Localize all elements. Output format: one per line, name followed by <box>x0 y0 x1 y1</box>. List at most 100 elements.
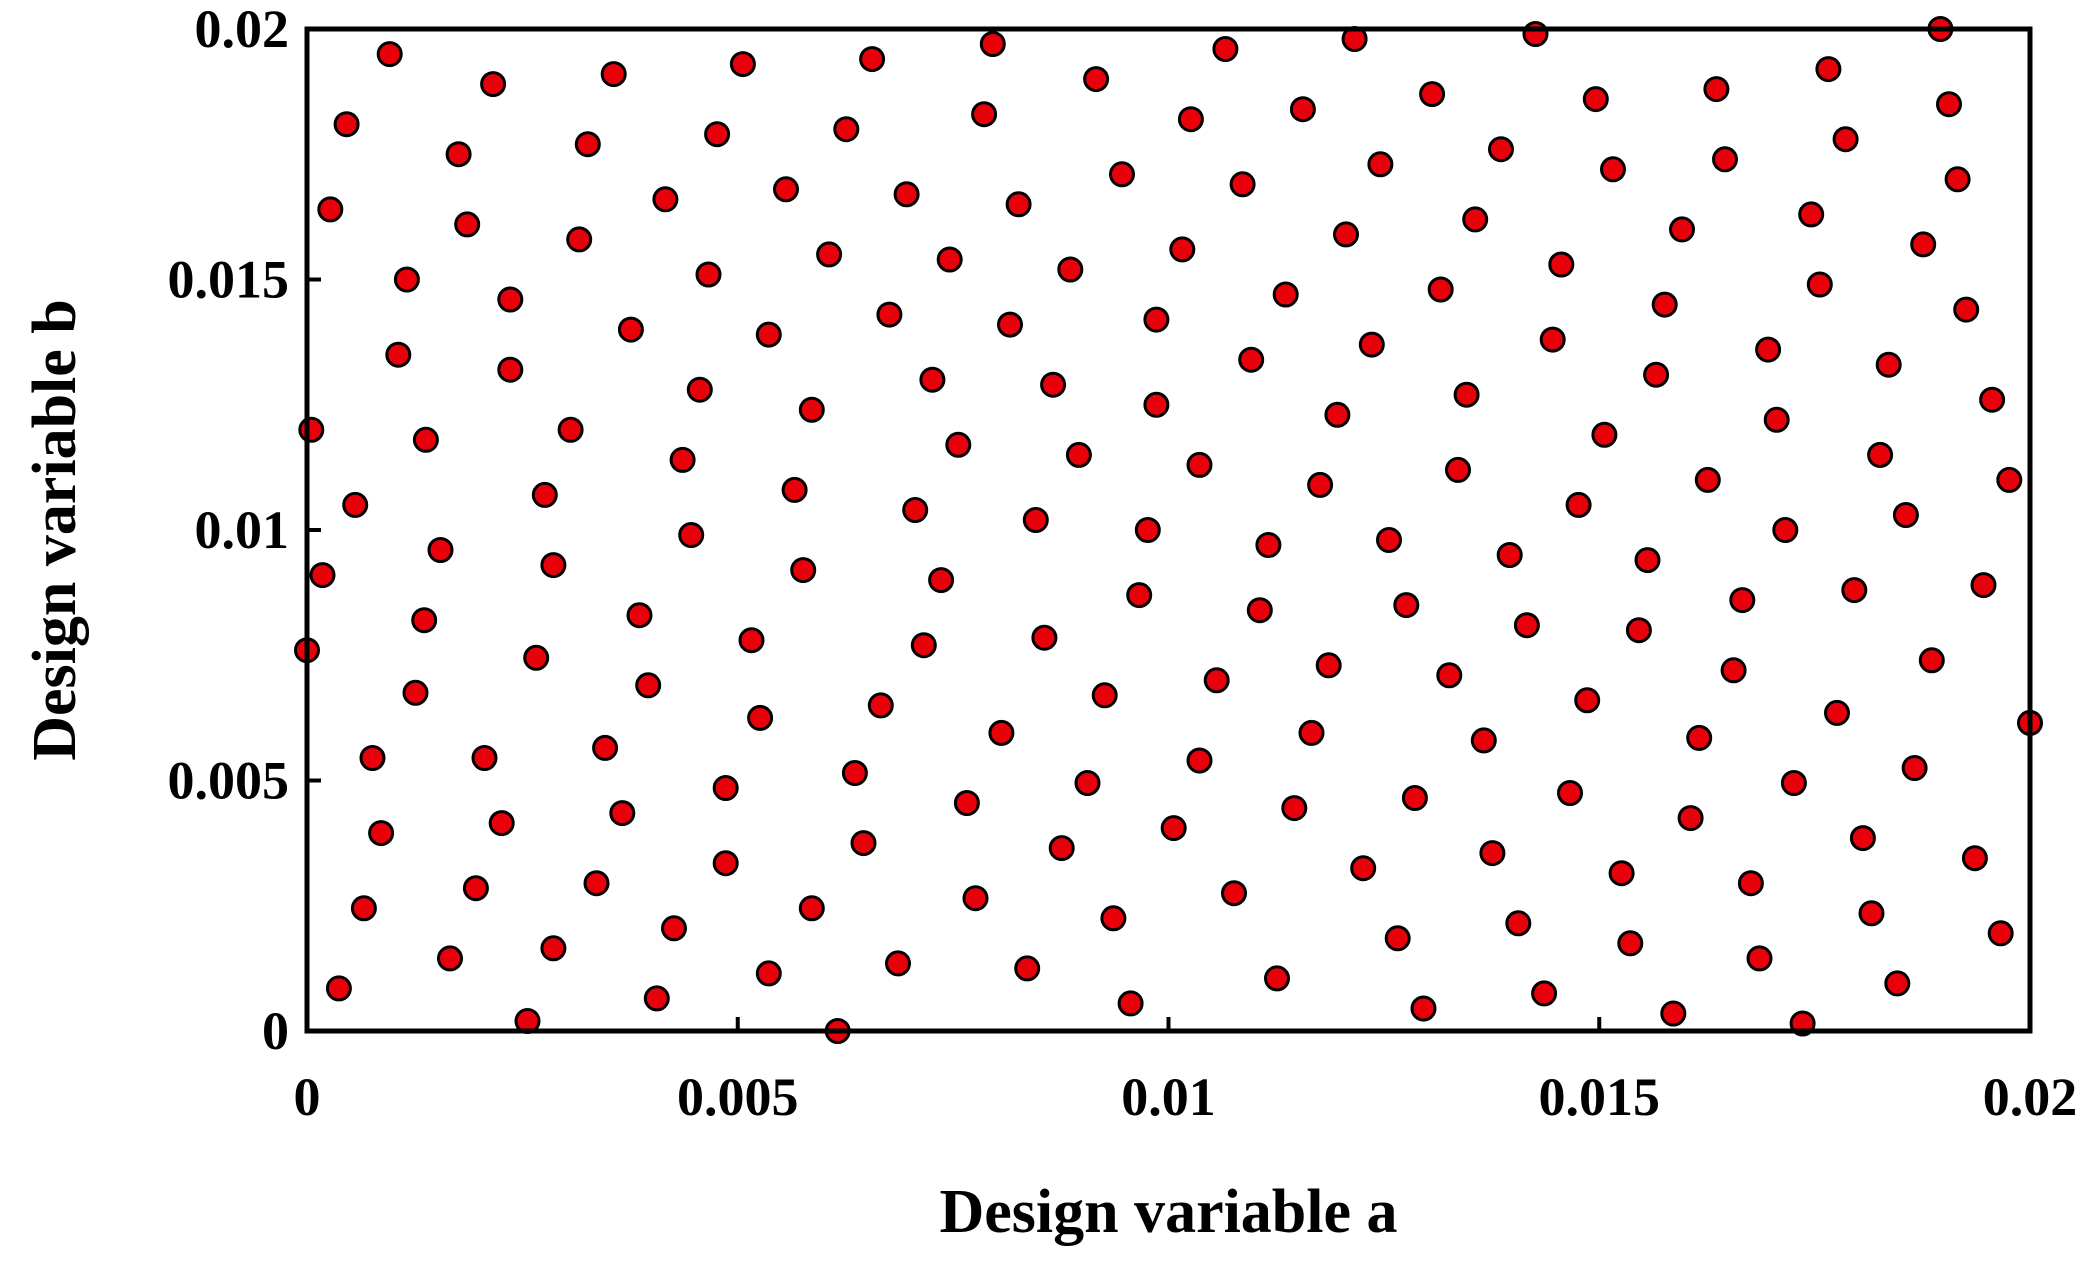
data-point <box>1582 86 1609 113</box>
axis-ticks: 0 0.005 0.01 0.015 0.02 0 0.005 0.01 0.015 0.02 <box>168 0 2078 1127</box>
data-point <box>1617 930 1644 957</box>
data-point <box>1729 587 1756 614</box>
data-point <box>1987 920 2014 947</box>
data-point <box>1367 151 1394 178</box>
data-point <box>1401 785 1428 811</box>
data-point <box>781 476 808 503</box>
data-point <box>1410 995 1437 1022</box>
data-point <box>1944 166 1971 193</box>
data-point <box>1109 161 1135 188</box>
data-point <box>574 131 601 158</box>
data-point <box>755 321 782 348</box>
data-point <box>402 679 429 706</box>
data-point <box>1143 306 1170 333</box>
data-point <box>1703 76 1730 103</box>
data-point <box>1126 582 1153 609</box>
data-point <box>1780 770 1807 796</box>
data-point <box>1600 156 1626 183</box>
data-point <box>1832 126 1859 153</box>
data-point <box>1815 56 1842 83</box>
data-point <box>1255 532 1282 558</box>
data-point <box>1212 36 1239 62</box>
data-point <box>342 491 369 518</box>
data-point <box>1186 747 1213 774</box>
data-point <box>1496 542 1523 568</box>
data-point <box>1625 617 1652 644</box>
data-point <box>678 522 705 548</box>
data-point <box>1892 502 1919 528</box>
data-point <box>1746 945 1773 972</box>
y-tick-label: 0.01 <box>195 500 290 560</box>
data-point <box>816 241 843 268</box>
data-point <box>747 704 774 731</box>
data-point <box>488 810 515 837</box>
data-point <box>1221 880 1247 907</box>
data-point <box>454 211 481 238</box>
data-point <box>1961 845 1988 872</box>
data-point <box>988 719 1015 746</box>
data-point <box>1462 206 1489 233</box>
data-point <box>1453 381 1480 408</box>
data-point <box>1272 281 1299 308</box>
data-point <box>790 557 817 584</box>
data-point <box>1677 805 1704 832</box>
data-point <box>850 830 877 857</box>
data-point <box>893 181 920 208</box>
data-point <box>583 870 610 897</box>
data-point <box>540 552 567 579</box>
data-point <box>1720 657 1747 684</box>
data-point <box>1203 667 1230 694</box>
data-point <box>971 101 998 128</box>
data-point <box>1824 699 1850 726</box>
data-point <box>1841 577 1868 604</box>
data-point <box>1281 795 1308 822</box>
data-point <box>1634 547 1661 574</box>
data-point <box>1057 256 1084 283</box>
data-point <box>1333 221 1359 248</box>
data-point <box>1298 719 1325 746</box>
data-point <box>1169 236 1196 263</box>
data-point <box>1186 451 1213 478</box>
data-point <box>1557 780 1583 806</box>
data-point <box>600 61 627 88</box>
data-point <box>1358 331 1385 358</box>
data-point <box>445 141 472 168</box>
data-point <box>712 775 739 801</box>
data-point <box>437 945 463 972</box>
data-point <box>427 537 454 563</box>
data-point <box>1660 1000 1687 1027</box>
data-point <box>1522 21 1549 47</box>
data-point <box>1040 371 1067 398</box>
data-point <box>1712 146 1738 173</box>
data-point <box>1445 456 1471 483</box>
data-point <box>1539 326 1566 353</box>
data-point <box>1229 171 1256 198</box>
data-point <box>1246 597 1273 624</box>
data-point <box>635 672 662 699</box>
data-point <box>1901 755 1928 781</box>
data-point <box>885 950 911 977</box>
data-point <box>1531 980 1558 1007</box>
data-point <box>1324 401 1351 428</box>
data-point <box>833 116 860 143</box>
data-point <box>471 745 498 771</box>
data-point <box>480 71 507 98</box>
data-point <box>738 627 765 654</box>
data-point <box>1238 346 1265 373</box>
data-point <box>1307 471 1334 498</box>
data-point <box>1479 840 1506 867</box>
data-point <box>1608 860 1635 887</box>
data-point <box>841 760 868 786</box>
data-point <box>1643 361 1670 388</box>
x-tick-label: 0.01 <box>1121 1067 1216 1127</box>
data-point <box>1350 855 1377 882</box>
data-point <box>798 396 825 423</box>
data-point <box>1393 592 1420 619</box>
data-point <box>997 311 1023 338</box>
data-point <box>617 316 644 343</box>
data-point <box>1574 687 1601 714</box>
data-point <box>1513 612 1540 639</box>
data-point <box>359 745 386 771</box>
data-point <box>661 915 687 942</box>
